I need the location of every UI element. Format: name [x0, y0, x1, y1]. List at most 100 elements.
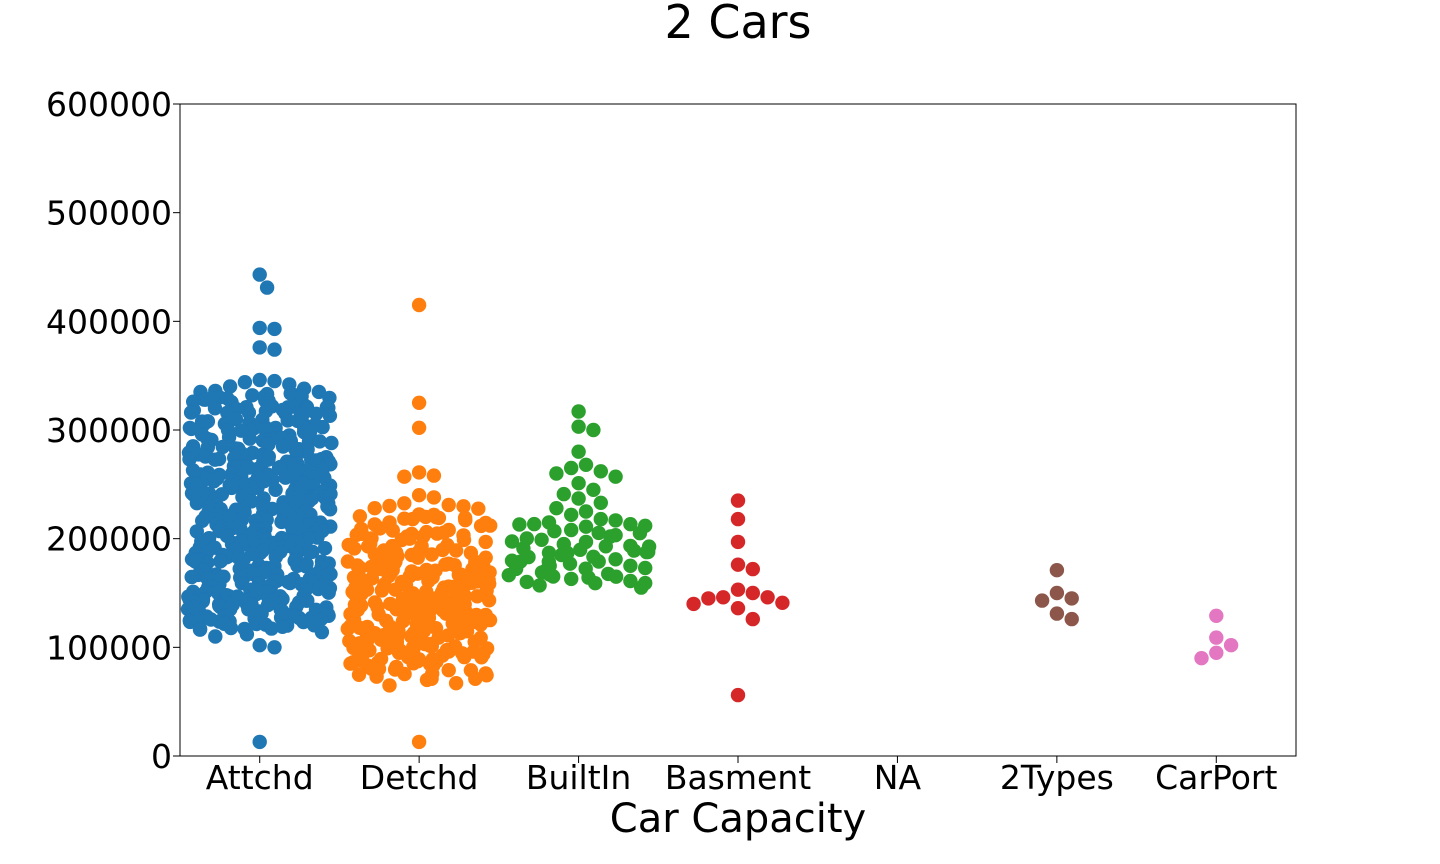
data-point: [368, 501, 382, 515]
data-point: [315, 420, 329, 434]
data-point: [427, 468, 441, 482]
data-point: [579, 520, 593, 534]
data-point: [267, 374, 281, 388]
data-point: [184, 405, 198, 419]
data-point: [353, 509, 367, 523]
data-point: [425, 547, 439, 561]
data-point: [243, 432, 257, 446]
x-tick-label-2types: 2Types: [1000, 758, 1114, 797]
data-point: [534, 533, 548, 547]
data-point: [457, 650, 471, 664]
data-point: [571, 445, 585, 459]
data-point: [369, 670, 383, 684]
chart-title: 2 Cars: [664, 0, 811, 49]
data-point: [1194, 651, 1208, 665]
data-point: [449, 543, 463, 557]
data-point: [608, 552, 622, 566]
data-point: [185, 570, 199, 584]
data-point: [1050, 606, 1064, 620]
data-point: [546, 569, 560, 583]
data-point: [549, 501, 563, 515]
data-point: [322, 586, 336, 600]
data-point: [323, 502, 337, 516]
data-point: [458, 513, 472, 527]
data-point: [479, 535, 493, 549]
data-point: [557, 487, 571, 501]
data-point: [731, 601, 745, 615]
data-point: [412, 488, 426, 502]
data-point: [260, 280, 274, 294]
data-point: [397, 496, 411, 510]
data-point: [223, 379, 237, 393]
data-point: [240, 627, 254, 641]
data-point: [427, 490, 441, 504]
data-point: [253, 735, 267, 749]
data-point: [731, 512, 745, 526]
data-point: [405, 512, 419, 526]
y-tick-label: 400000: [46, 302, 172, 341]
data-point: [1050, 563, 1064, 577]
data-point: [746, 612, 760, 626]
data-point: [193, 623, 207, 637]
data-point: [731, 493, 745, 507]
data-point: [1050, 586, 1064, 600]
data-point: [608, 470, 622, 484]
y-tick-label: 600000: [46, 85, 172, 124]
data-point: [341, 622, 355, 636]
data-point: [571, 491, 585, 505]
data-point: [594, 464, 608, 478]
data-point: [213, 554, 227, 568]
data-point: [432, 511, 446, 525]
y-tick-label: 300000: [46, 411, 172, 450]
data-point: [520, 575, 534, 589]
data-point: [382, 678, 396, 692]
y-tick-label: 0: [151, 737, 172, 776]
data-point: [623, 559, 637, 573]
data-point: [564, 508, 578, 522]
data-point: [592, 554, 606, 568]
data-point: [267, 322, 281, 336]
data-point: [746, 586, 760, 600]
data-point: [586, 483, 600, 497]
data-point: [731, 583, 745, 597]
data-point: [474, 617, 488, 631]
series-carport: [1194, 609, 1238, 666]
data-point: [1209, 646, 1223, 660]
data-point: [1065, 612, 1079, 626]
data-point: [627, 543, 641, 557]
data-point: [731, 535, 745, 549]
data-point: [639, 545, 653, 559]
data-point: [579, 458, 593, 472]
data-point: [775, 596, 789, 610]
y-tick-label: 100000: [46, 628, 172, 667]
plot-area: [181, 267, 1239, 749]
data-point: [1065, 591, 1079, 605]
data-point: [382, 499, 396, 513]
data-point: [474, 519, 488, 533]
data-point: [264, 621, 278, 635]
y-tick-label: 200000: [46, 520, 172, 559]
data-point: [268, 483, 282, 497]
data-point: [599, 539, 613, 553]
data-point: [430, 526, 444, 540]
data-point: [238, 375, 252, 389]
data-point: [746, 562, 760, 576]
data-point: [502, 568, 516, 582]
x-tick-label-carport: CarPort: [1155, 758, 1277, 797]
data-point: [442, 663, 456, 677]
data-point: [471, 502, 485, 516]
data-point: [549, 466, 563, 480]
series-2types: [1035, 563, 1079, 626]
data-point: [412, 735, 426, 749]
data-point: [324, 436, 338, 450]
data-point: [701, 591, 715, 605]
data-point: [571, 404, 585, 418]
data-point: [474, 650, 488, 664]
data-point: [564, 523, 578, 537]
data-point: [208, 629, 222, 643]
data-point: [420, 673, 434, 687]
data-point: [1224, 638, 1238, 652]
x-tick-label-builtin: BuiltIn: [526, 758, 631, 797]
data-point: [588, 576, 602, 590]
